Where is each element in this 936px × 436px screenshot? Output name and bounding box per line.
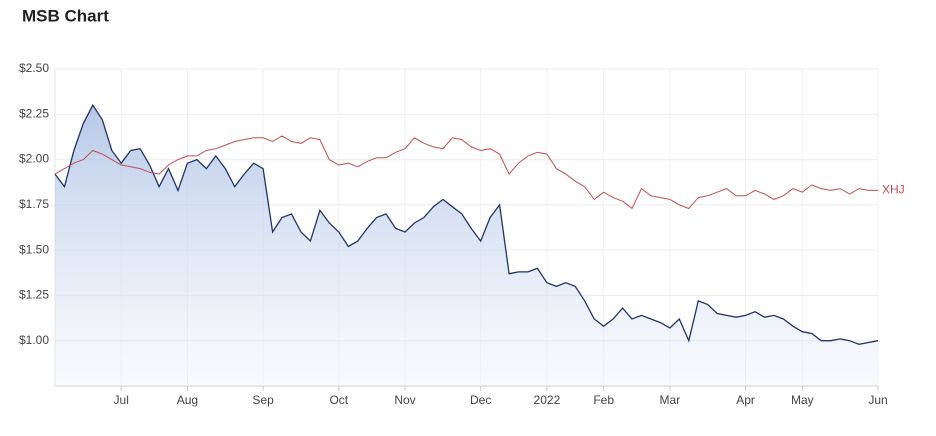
- x-tick-label: Aug: [177, 393, 198, 407]
- x-tick-label: Jun: [868, 393, 887, 407]
- chart-title: MSB Chart: [22, 6, 109, 25]
- x-tick-label: Mar: [660, 393, 681, 407]
- x-tick-label: Oct: [329, 393, 348, 407]
- x-tick-label: Jul: [114, 393, 129, 407]
- line: [54, 103, 879, 345]
- y-tick-label: $2.00: [19, 152, 49, 166]
- line: [54, 135, 878, 210]
- y-tick-label: $1.75: [19, 197, 49, 211]
- y-tick-label: $1.50: [19, 242, 49, 256]
- y-tick-label: $2.25: [19, 106, 49, 120]
- series-label: XHJ: [882, 183, 905, 197]
- y-tick-label: $1.00: [19, 333, 49, 347]
- area: [55, 105, 878, 386]
- y-tick-label: $1.25: [19, 288, 49, 302]
- x-tick-label: Dec: [470, 393, 491, 407]
- x-tick-label: Apr: [736, 393, 755, 407]
- x-tick-label: Sep: [252, 393, 274, 407]
- x-tick-label: Nov: [394, 393, 415, 407]
- x-tick-label: Feb: [593, 393, 614, 407]
- x-tick-label: May: [791, 393, 814, 407]
- y-tick-label: $2.50: [19, 61, 49, 75]
- x-tick-label: 2022: [534, 393, 561, 407]
